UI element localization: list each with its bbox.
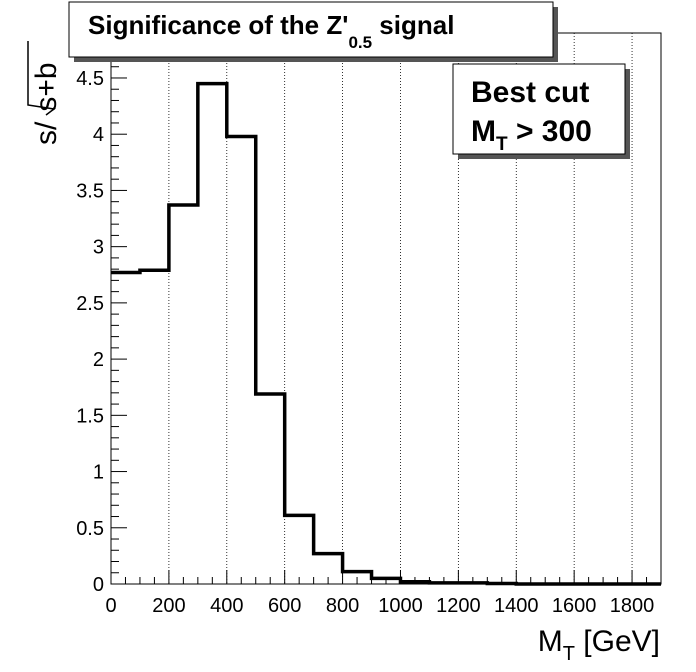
x-tick-label: 1400 xyxy=(494,595,539,617)
svg-text:s/s+b: s/s+b xyxy=(30,62,63,145)
y-axis-title-prefix: s/ xyxy=(30,121,63,145)
x-tick-label: 0 xyxy=(105,595,116,617)
chart-title-subscript: 0.5 xyxy=(348,33,372,52)
y-tick-label: 2 xyxy=(93,349,104,371)
x-axis-title-rest: [GeV] xyxy=(575,625,660,658)
axis-ticks xyxy=(110,43,662,585)
x-axis-title-sub: T xyxy=(563,643,575,665)
x-axis-title: MT [GeV] xyxy=(538,625,660,665)
chart-title-suffix: signal xyxy=(372,10,454,40)
x-tick-label: 200 xyxy=(152,595,185,617)
annotation-line2-rest: > 300 xyxy=(508,115,592,148)
title-box: Significance of the Z'0.5 signal xyxy=(68,1,558,62)
y-tick-label: 1.5 xyxy=(76,405,104,427)
x-tick-label: 1200 xyxy=(436,595,481,617)
annotation-line2-sub: T xyxy=(496,134,508,155)
sqrt-sign-icon xyxy=(27,41,56,116)
chart-title-main: Significance of the Z xyxy=(88,10,342,40)
x-axis-title-main: M xyxy=(538,625,563,658)
y-tick-label: 4.5 xyxy=(76,68,104,90)
x-tick-label: 1800 xyxy=(610,595,655,617)
y-tick-label: 3 xyxy=(93,237,104,259)
x-tick-label: 1000 xyxy=(378,595,423,617)
annotation-line2-main: M xyxy=(471,115,496,148)
annotation-line2: MT > 300 xyxy=(471,115,592,155)
annotation-box: Best cut MT > 300 xyxy=(452,63,630,159)
y-tick-label: 4 xyxy=(93,124,104,146)
chart-title: Significance of the Z'0.5 signal xyxy=(88,10,454,52)
y-tick-label: 3.5 xyxy=(76,180,104,202)
chart-title-prime: ' xyxy=(342,10,348,40)
tick-labels: 0 200 400 600 800 1000 1200 1400 1600 1800 0 0.5 1 1.… xyxy=(76,68,654,617)
y-tick-label: 0.5 xyxy=(76,518,104,540)
y-tick-label: 1 xyxy=(93,462,104,484)
y-axis-title: s/s+b xyxy=(27,41,63,145)
x-tick-label: 800 xyxy=(326,595,359,617)
y-axis-title-radicand: s+b xyxy=(30,62,63,111)
x-tick-label: 400 xyxy=(210,595,243,617)
y-tick-label: 2.5 xyxy=(76,293,104,315)
x-tick-label: 600 xyxy=(268,595,301,617)
annotation-line1: Best cut xyxy=(471,76,589,109)
y-tick-label: 0 xyxy=(93,574,104,596)
x-tick-label: 1600 xyxy=(552,595,597,617)
